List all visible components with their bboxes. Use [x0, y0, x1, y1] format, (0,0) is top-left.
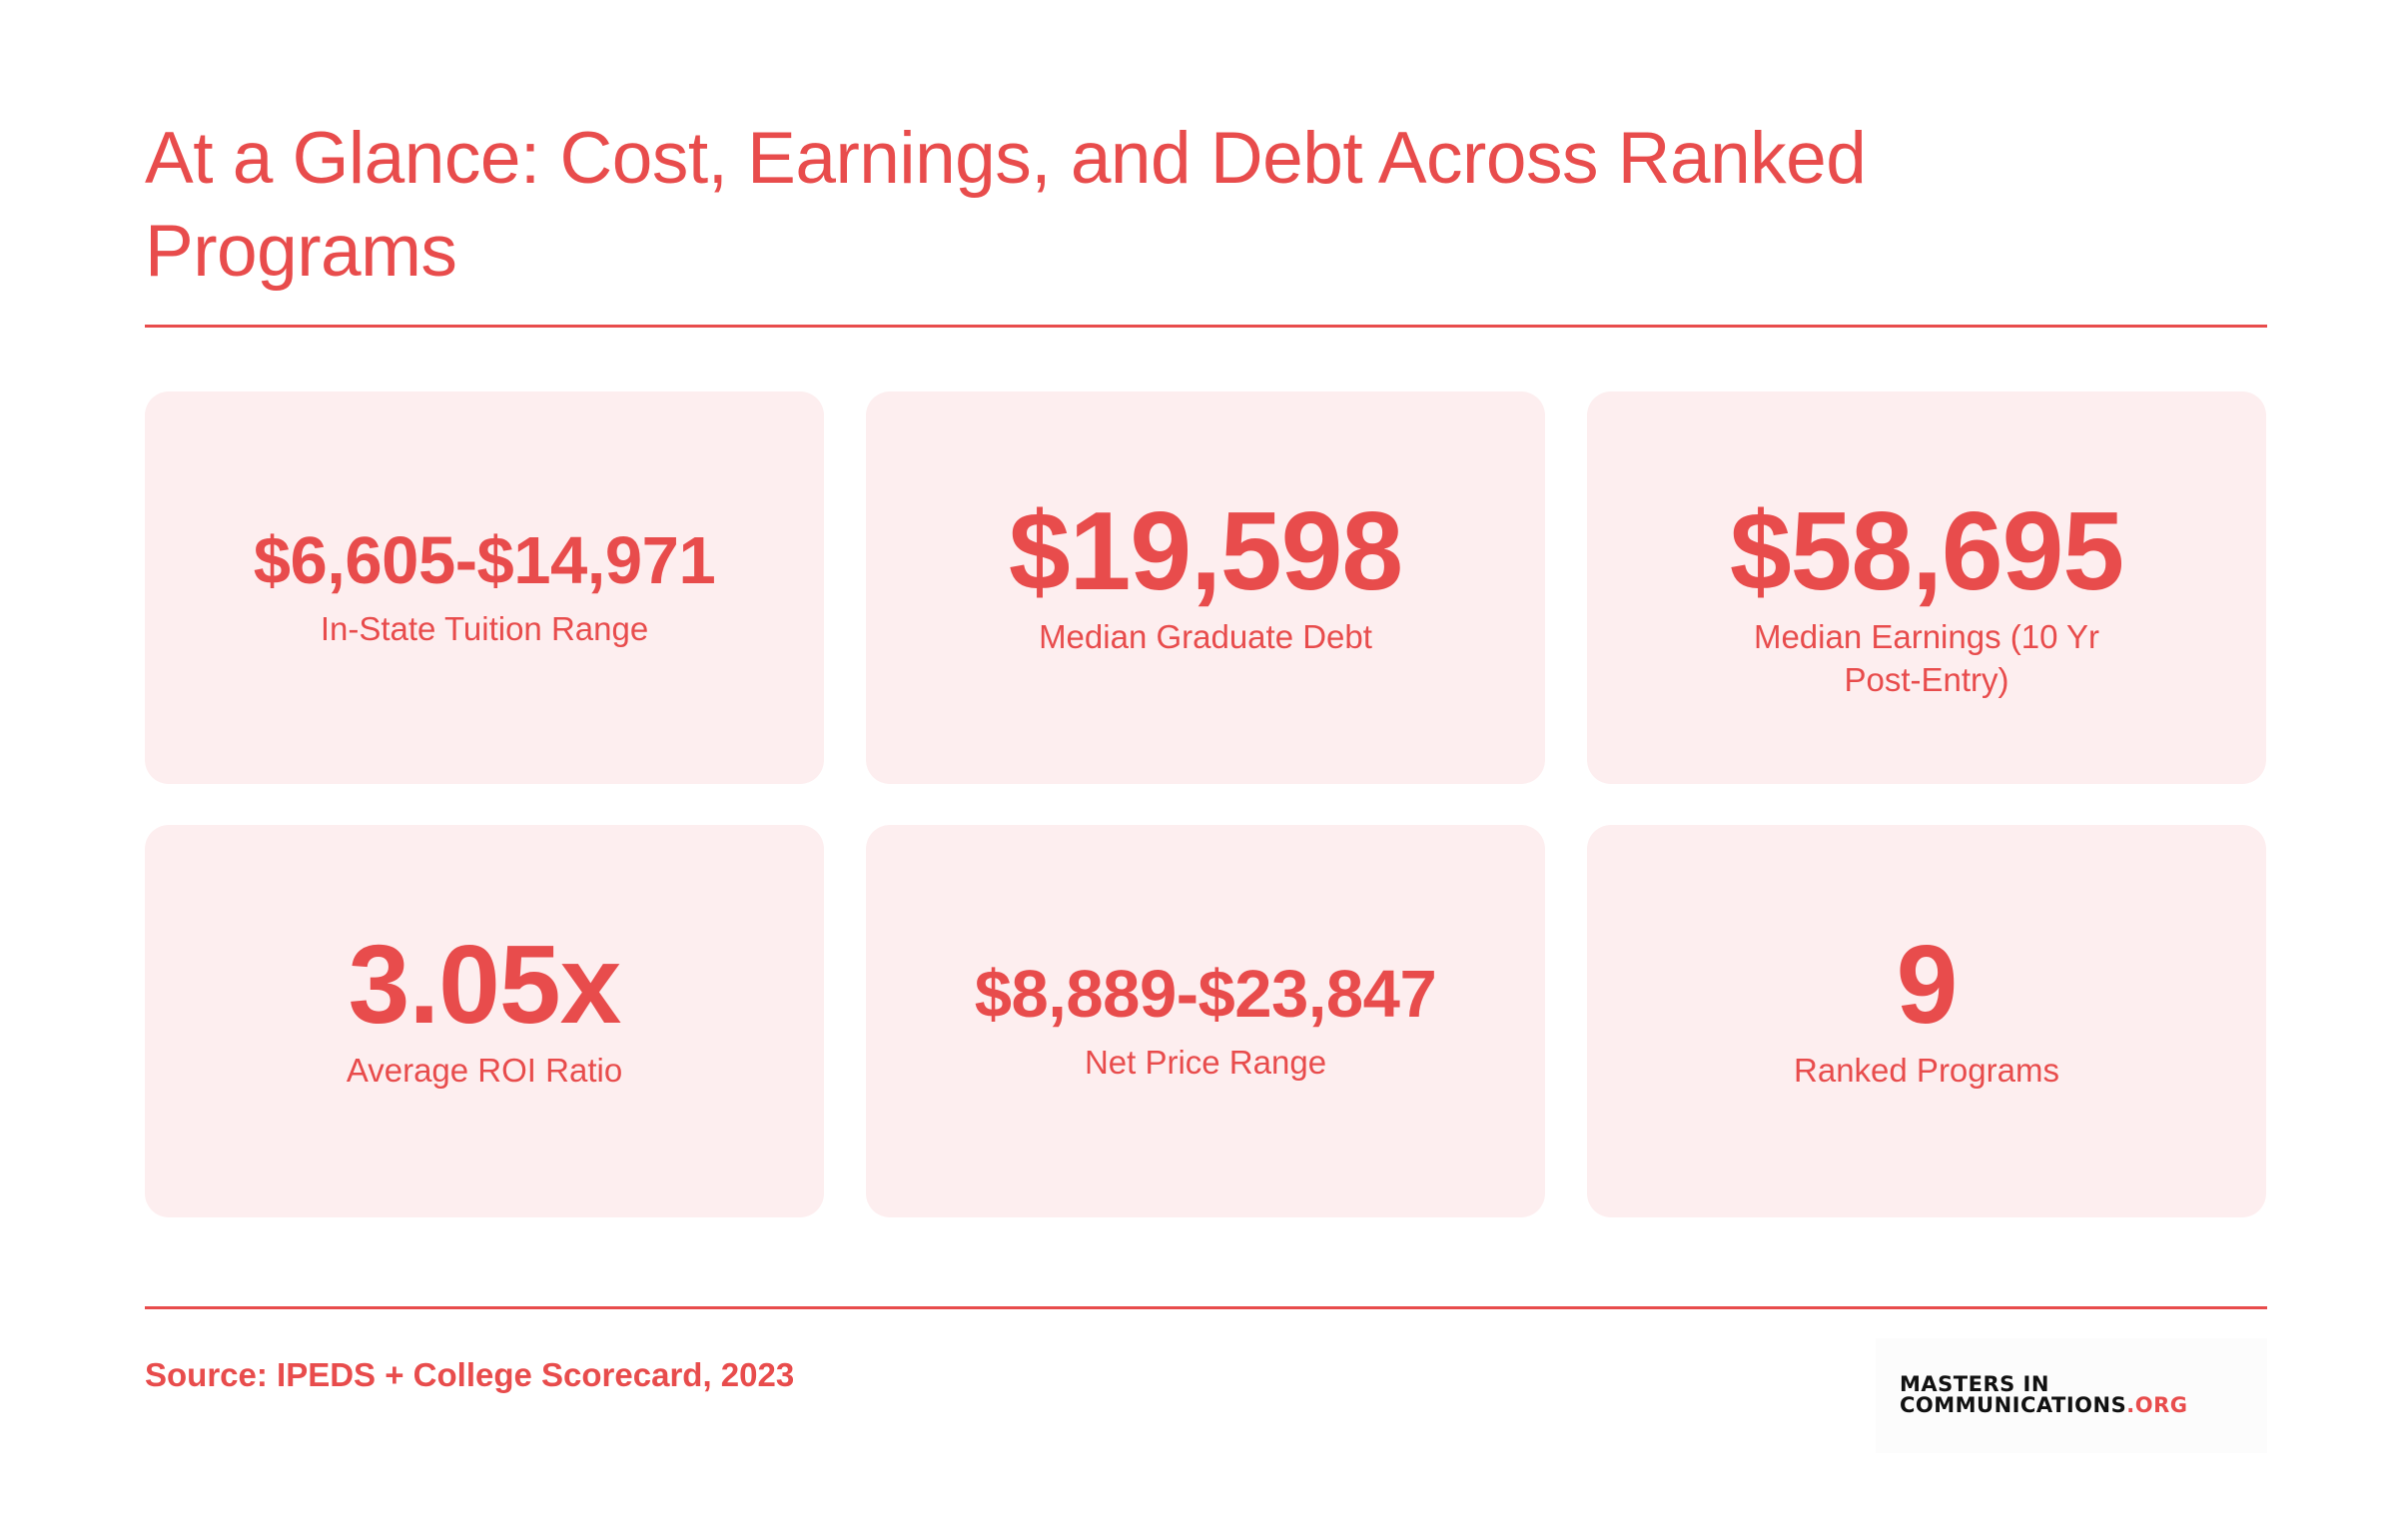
footer-divider	[145, 1306, 2267, 1309]
site-logo[interactable]: MASTERS IN COMMUNICATIONS.ORG	[1876, 1338, 2267, 1453]
stat-label: Ranked Programs	[1794, 1052, 2059, 1089]
stat-label: Net Price Range	[1084, 1044, 1327, 1081]
stat-value: $58,695	[1729, 489, 2124, 613]
logo-line-2: COMMUNICATIONS.ORG	[1900, 1395, 2267, 1416]
title-divider	[145, 325, 2267, 328]
stat-label: Median Graduate Debt	[1039, 618, 1372, 655]
stat-value: $8,889-$23,847	[974, 957, 1437, 1032]
stat-value: 9	[1896, 923, 1959, 1047]
logo-tld: .ORG	[2126, 1393, 2188, 1417]
stat-card-graduate-debt: $19,598 Median Graduate Debt	[866, 391, 1545, 784]
stat-card-median-earnings: $58,695 Median Earnings (10 Yr Post-Entr…	[1587, 391, 2266, 784]
stats-grid: $6,605-$14,971 In-State Tuition Range $1…	[145, 391, 2267, 1217]
stat-card-net-price-range: $8,889-$23,847 Net Price Range	[866, 825, 1545, 1217]
stat-card-tuition-range: $6,605-$14,971 In-State Tuition Range	[145, 391, 824, 784]
page-title: At a Glance: Cost, Earnings, and Debt Ac…	[145, 118, 1867, 292]
stat-card-ranked-programs: 9 Ranked Programs	[1587, 825, 2266, 1217]
stat-value: $19,598	[1008, 489, 1403, 613]
stat-value: 3.05x	[348, 923, 622, 1047]
stat-label: Median Earnings (10 Yr Post-Entry)	[1753, 618, 2100, 698]
stat-value: $6,605-$14,971	[253, 523, 716, 598]
logo-line-1: MASTERS IN	[1900, 1372, 2049, 1396]
stat-label: Average ROI Ratio	[346, 1052, 623, 1089]
stat-label: In-State Tuition Range	[320, 610, 649, 647]
stat-card-roi-ratio: 3.05x Average ROI Ratio	[145, 825, 824, 1217]
logo-word: COMMUNICATIONS	[1900, 1393, 2127, 1417]
source-note: Source: IPEDS + College Scorecard, 2023	[145, 1356, 795, 1393]
